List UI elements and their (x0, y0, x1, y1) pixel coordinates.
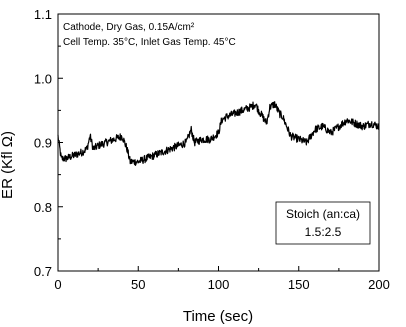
y-tick-label: 1.1 (34, 7, 52, 22)
series-layer (57, 101, 380, 166)
y-axis-label: ER (Kfl Ω) (0, 131, 16, 199)
annotation-line-2: Cell Temp. 35°C, Inlet Gas Temp. 45°C (63, 37, 236, 48)
y-tick-label: 0.7 (34, 264, 52, 279)
x-axis-label: Time (sec) (183, 308, 253, 325)
legend-value: 1.5:2.5 (305, 225, 342, 239)
legend-title: Stoich (an:ca) (286, 207, 360, 221)
y-tick-label: 0.9 (34, 136, 52, 151)
y-tick-label: 1.0 (34, 71, 52, 86)
legend-box (275, 201, 371, 245)
x-tick-label: 50 (131, 277, 145, 292)
x-tick-label: 100 (208, 277, 230, 292)
x-tick-label: 0 (54, 277, 61, 292)
x-axis-ticks: 0 50 100 150 200 (54, 266, 390, 292)
x-tick-label: 200 (368, 277, 390, 292)
y-tick-label: 0.8 (34, 200, 52, 215)
y-axis-ticks: 0.7 0.8 0.9 1.0 1.1 (34, 7, 63, 279)
series-line (57, 101, 380, 166)
x-tick-label: 150 (288, 277, 310, 292)
annotation-line-1: Cathode, Dry Gas, 0.15A/cm² (63, 22, 195, 33)
